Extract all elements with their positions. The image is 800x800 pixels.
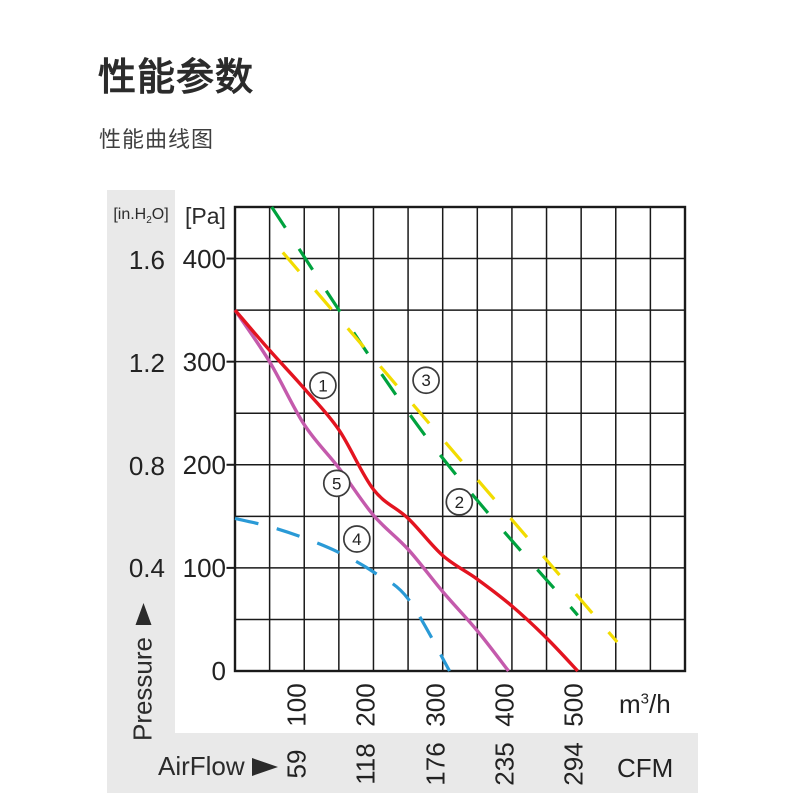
curve-label-2: 2 xyxy=(445,488,474,516)
svg-text:2: 2 xyxy=(455,493,464,512)
y-axis-label: Pressure xyxy=(127,602,159,742)
svg-text:4: 4 xyxy=(352,530,361,549)
y-axis-secondary-unit: [in.H2O] xyxy=(113,206,169,227)
y-axis-panel xyxy=(107,190,175,793)
curve-3 xyxy=(270,206,579,617)
y-axis-primary-unit: [Pa] xyxy=(185,203,226,229)
cfm-tick-label: 176 xyxy=(420,742,451,786)
cfm-tick-label: 59 xyxy=(281,749,312,779)
cfm-tick-label: 294 xyxy=(558,742,589,786)
x-axis-secondary-unit: CFM xyxy=(617,753,674,783)
x-axis-panel xyxy=(107,733,698,793)
chart-curve-labels: 1 3 5 2 4 xyxy=(309,366,474,553)
cfm-tick-label: 235 xyxy=(489,742,520,786)
curve-1 xyxy=(233,308,579,673)
pa-tick-label: 0 xyxy=(211,656,226,686)
performance-curve-chart: 1 3 5 2 4 xyxy=(226,205,687,673)
airflow-label-text: AirFlow xyxy=(158,751,245,781)
pressure-label-text: Pressure xyxy=(127,636,158,742)
pa-tick-label: 400 xyxy=(182,244,226,274)
curve-5 xyxy=(233,309,510,673)
inh2o-tick-label: 0.8 xyxy=(128,451,165,481)
pa-tick-label: 300 xyxy=(182,347,226,377)
chart-axis-ticks xyxy=(226,257,236,569)
flow-tick-label: 100 xyxy=(281,683,312,727)
svg-text:1: 1 xyxy=(318,376,327,395)
curve-label-3: 3 xyxy=(412,366,440,395)
page-title: 性能参数 xyxy=(98,57,255,99)
chart-subtitle: 性能曲线图 xyxy=(99,127,215,152)
pa-tick-label: 100 xyxy=(182,553,226,583)
pa-tick-label: 200 xyxy=(182,450,226,480)
airflow-arrow-icon xyxy=(251,757,278,776)
flow-tick-label: 400 xyxy=(489,683,520,727)
inh2o-tick-label: 0.4 xyxy=(128,553,165,583)
x-axis-label: AirFlow xyxy=(158,751,278,782)
inh2o-tick-label: 1.2 xyxy=(128,348,165,378)
svg-text:5: 5 xyxy=(332,474,341,493)
cfm-tick-label: 118 xyxy=(350,743,381,785)
chart-curves xyxy=(233,206,619,673)
svg-text:3: 3 xyxy=(421,371,430,390)
curve-label-1: 1 xyxy=(309,371,337,400)
pressure-arrow-icon xyxy=(135,602,151,625)
curve-4 xyxy=(234,516,451,672)
flow-tick-label: 300 xyxy=(420,683,451,727)
flow-tick-label: 200 xyxy=(350,683,381,727)
curve-label-4: 4 xyxy=(342,525,371,553)
flow-tick-label: 500 xyxy=(558,683,589,727)
chart-grid xyxy=(233,205,687,673)
curve-label-5: 5 xyxy=(322,469,351,498)
curve-2 xyxy=(281,251,619,644)
x-axis-primary-unit: m3/h xyxy=(619,689,671,719)
inh2o-tick-label: 1.6 xyxy=(128,245,165,275)
